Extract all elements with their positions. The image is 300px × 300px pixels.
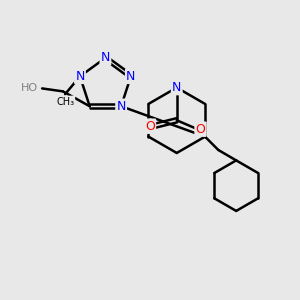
Text: O: O — [145, 120, 155, 133]
Text: N: N — [172, 81, 182, 94]
Text: N: N — [101, 51, 110, 64]
Text: N: N — [116, 100, 126, 113]
Text: CH₃: CH₃ — [56, 97, 74, 106]
Text: HO: HO — [21, 83, 38, 93]
Text: N: N — [75, 70, 85, 83]
Text: O: O — [196, 123, 206, 136]
Text: N: N — [126, 70, 136, 83]
